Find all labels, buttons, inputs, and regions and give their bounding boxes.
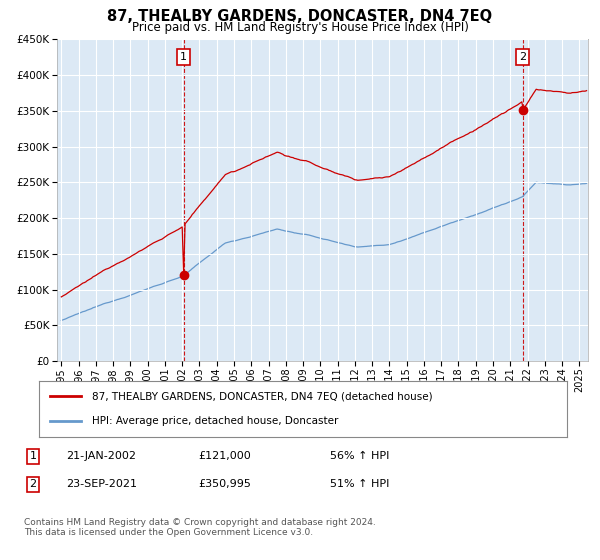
Text: 87, THEALBY GARDENS, DONCASTER, DN4 7EQ: 87, THEALBY GARDENS, DONCASTER, DN4 7EQ (107, 9, 493, 24)
Text: 2: 2 (519, 52, 526, 62)
Text: 23-SEP-2021: 23-SEP-2021 (66, 479, 137, 489)
Text: 1: 1 (29, 451, 37, 461)
Text: HPI: Average price, detached house, Doncaster: HPI: Average price, detached house, Donc… (92, 416, 338, 426)
Text: £350,995: £350,995 (198, 479, 251, 489)
Text: £121,000: £121,000 (198, 451, 251, 461)
Text: 1: 1 (180, 52, 187, 62)
Text: 2: 2 (29, 479, 37, 489)
Text: Price paid vs. HM Land Registry's House Price Index (HPI): Price paid vs. HM Land Registry's House … (131, 21, 469, 34)
Text: 56% ↑ HPI: 56% ↑ HPI (330, 451, 389, 461)
Text: 51% ↑ HPI: 51% ↑ HPI (330, 479, 389, 489)
Text: Contains HM Land Registry data © Crown copyright and database right 2024.
This d: Contains HM Land Registry data © Crown c… (24, 518, 376, 538)
Text: 21-JAN-2002: 21-JAN-2002 (66, 451, 136, 461)
Text: 87, THEALBY GARDENS, DONCASTER, DN4 7EQ (detached house): 87, THEALBY GARDENS, DONCASTER, DN4 7EQ … (92, 391, 433, 402)
